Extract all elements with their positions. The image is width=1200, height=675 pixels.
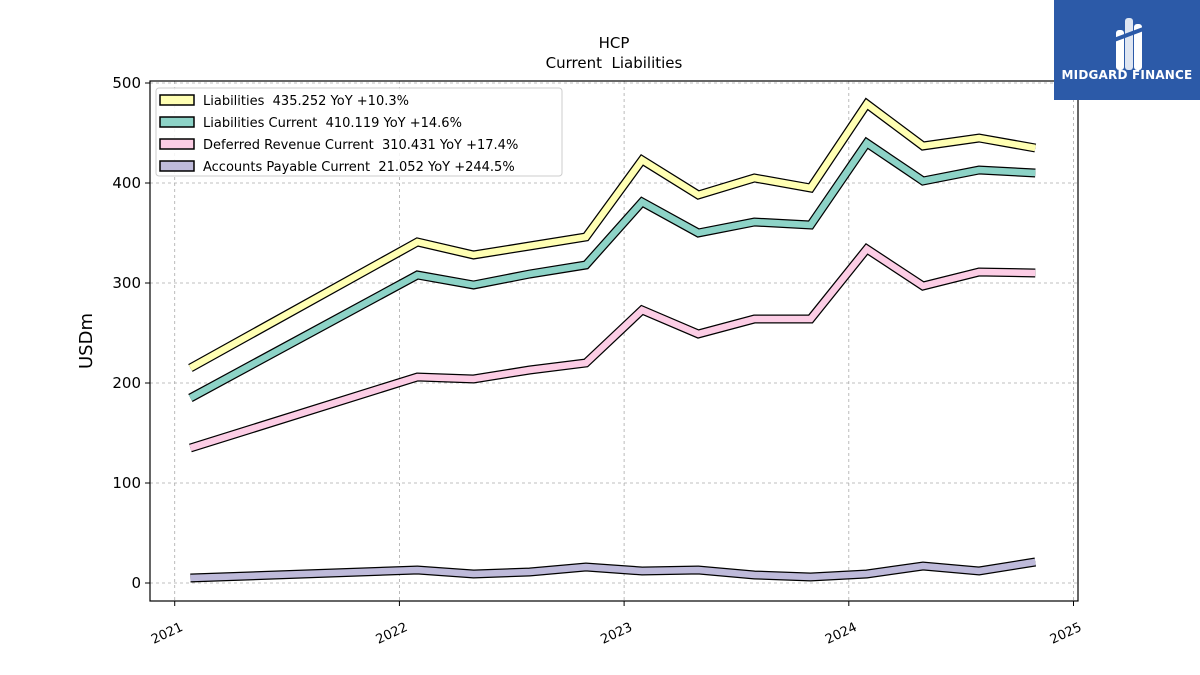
- x-tick-label: 2025: [1048, 620, 1084, 648]
- x-tick-label: 2023: [598, 620, 634, 648]
- legend-entry: Deferred Revenue Current 310.431 YoY +17…: [203, 138, 518, 153]
- logo-mark-icon: [1113, 18, 1147, 70]
- legend-swatch: [159, 94, 195, 106]
- legend-entry: Liabilities 435.252 YoY +10.3%: [203, 94, 409, 109]
- legend-swatch: [159, 116, 195, 128]
- x-axis: 2021 2022 2023 2024 2025: [149, 601, 1084, 648]
- series-line: [190, 558, 1036, 582]
- series-lines: [188, 97, 1037, 583]
- series-line: [188, 138, 1036, 401]
- brand-logo: MIDGARD FINANCE: [1054, 0, 1200, 100]
- legend: Liabilities 435.252 YoY +10.3% Liabilitie…: [155, 87, 563, 177]
- y-tick-label: 500: [112, 74, 141, 92]
- legend-swatch: [159, 138, 195, 150]
- x-tick-label: 2021: [149, 620, 185, 648]
- plot-frame: [149, 80, 1079, 602]
- chart-title: HCP: [599, 34, 630, 52]
- y-tick-label: 300: [112, 274, 141, 292]
- y-tick-label: 100: [112, 474, 141, 492]
- y-axis: 0 100 200 300 400 500: [112, 74, 150, 592]
- series-line: [188, 99, 1036, 371]
- chart-subtitle: Current Liabilities: [546, 54, 683, 72]
- legend-swatch: [159, 160, 195, 172]
- legend-box: [155, 87, 563, 177]
- y-tick-label: 400: [112, 174, 141, 192]
- legend-entry: Liabilities Current 410.119 YoY +14.6%: [203, 116, 462, 131]
- x-tick-label: 2022: [374, 620, 410, 648]
- legend-entry: Accounts Payable Current 21.052 YoY +244…: [203, 160, 515, 175]
- y-tick-label: 0: [131, 574, 141, 592]
- x-tick-label: 2024: [823, 620, 859, 648]
- logo-text: MIDGARD FINANCE: [1061, 68, 1193, 82]
- y-axis-label: USDm: [76, 313, 97, 369]
- y-tick-label: 200: [112, 374, 141, 392]
- series-line-outline: [188, 136, 1036, 402]
- series-line: [189, 244, 1036, 452]
